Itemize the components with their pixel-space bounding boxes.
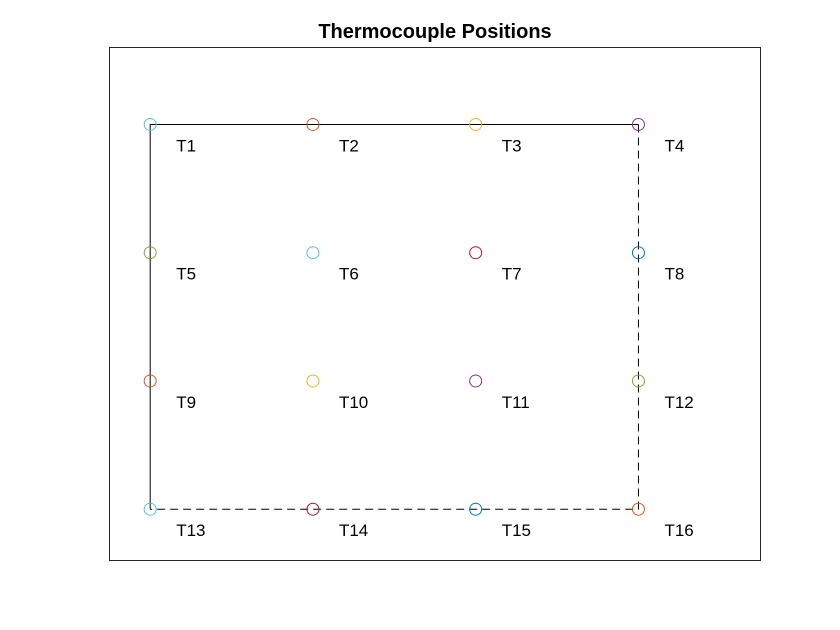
thermocouple-label-t15: T15 <box>502 521 531 540</box>
thermocouple-marker-t11 <box>469 374 483 388</box>
thermocouple-label-t9: T9 <box>176 393 196 412</box>
thermocouple-marker-t2 <box>306 117 320 131</box>
thermocouple-label-t1: T1 <box>176 136 196 155</box>
thermocouple-label-t5: T5 <box>176 265 196 284</box>
thermocouple-marker-t14 <box>306 502 320 516</box>
thermocouple-label-t14: T14 <box>339 521 368 540</box>
thermocouple-label-t16: T16 <box>664 521 693 540</box>
thermocouple-label-t10: T10 <box>339 393 368 412</box>
outline-solid-line <box>149 123 639 510</box>
thermocouple-label-t3: T3 <box>502 136 522 155</box>
thermocouple-marker-t6 <box>306 246 320 260</box>
thermocouple-label-t4: T4 <box>664 136 684 155</box>
thermocouple-marker-t4 <box>631 117 645 131</box>
thermocouple-marker-t9 <box>143 374 157 388</box>
chart-title: Thermocouple Positions <box>318 21 551 43</box>
thermocouple-label-t12: T12 <box>664 393 693 412</box>
thermocouple-marker-t15 <box>469 502 483 516</box>
thermocouple-marker-t13 <box>143 502 157 516</box>
thermocouple-label-t6: T6 <box>339 265 359 284</box>
thermocouple-marker-t8 <box>631 246 645 260</box>
thermocouple-markers: T1 T2 T3 T4 T5 T6 T7 T8 T9 T10 T11 T12 T13 T14 T15 T16 <box>143 117 694 540</box>
thermocouple-marker-t10 <box>306 374 320 388</box>
plot-area-frame <box>109 47 761 561</box>
thermocouple-label-t11: T11 <box>502 393 530 412</box>
thermocouple-marker-t5 <box>143 246 157 260</box>
thermocouple-marker-t16 <box>631 502 645 516</box>
thermocouple-marker-t12 <box>631 374 645 388</box>
thermocouple-marker-t3 <box>469 117 483 131</box>
sensor-grid-outline <box>149 123 639 510</box>
thermocouple-label-t13: T13 <box>176 521 205 540</box>
thermocouple-label-t8: T8 <box>664 265 684 284</box>
thermocouple-marker-t1 <box>143 117 157 131</box>
thermocouple-marker-t7 <box>469 246 483 260</box>
outline-dashed-line <box>150 124 639 510</box>
thermocouple-label-t7: T7 <box>502 265 522 284</box>
thermocouple-label-t2: T2 <box>339 136 359 155</box>
